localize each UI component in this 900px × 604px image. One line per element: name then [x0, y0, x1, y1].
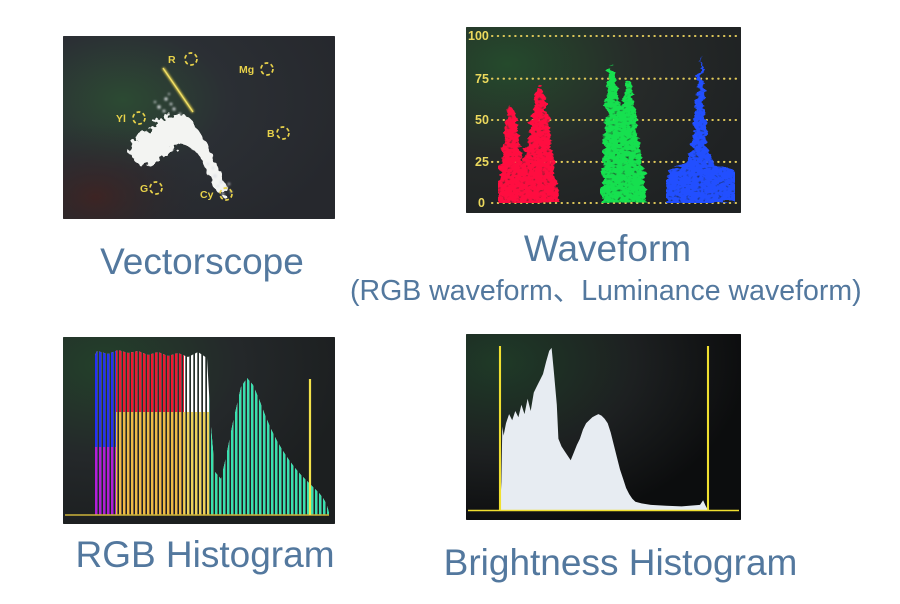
svg-text:R: R [168, 54, 176, 66]
svg-text:Cy: Cy [200, 189, 214, 201]
svg-text:100: 100 [468, 29, 489, 43]
svg-text:Mg: Mg [239, 64, 254, 76]
svg-text:50: 50 [475, 113, 489, 127]
svg-text:G: G [140, 183, 148, 195]
svg-text:0: 0 [478, 196, 485, 210]
svg-text:Yl: Yl [116, 113, 126, 125]
svg-text:25: 25 [475, 155, 489, 169]
svg-text:B: B [267, 128, 275, 140]
svg-text:75: 75 [475, 72, 489, 86]
